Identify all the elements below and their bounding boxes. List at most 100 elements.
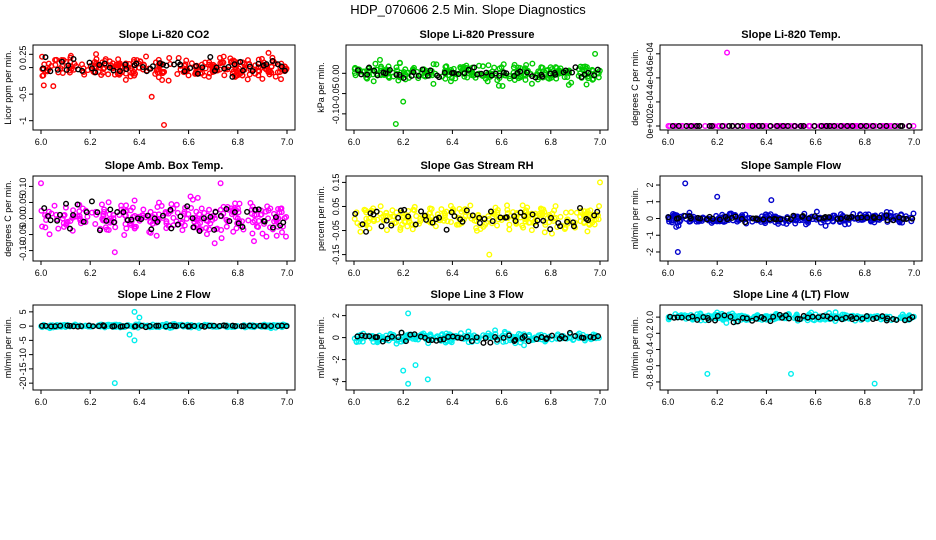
plot-1-sample-point xyxy=(510,64,517,71)
plot-8-reference-point xyxy=(721,312,728,319)
plot-0-sample-point xyxy=(221,72,228,79)
plot-5-reference-point xyxy=(709,215,716,222)
plot-0-ylabel: Licor ppm per min. xyxy=(3,50,13,125)
plot-2-sample-point xyxy=(840,122,847,129)
plot-0-title: Slope Li-820 CO2 xyxy=(119,29,209,41)
plot-1-outlier-point xyxy=(400,98,407,105)
plot-8-reference-point xyxy=(796,316,803,323)
plot-6-xtick-label: 6.4 xyxy=(133,397,146,407)
plot-4-sample-point xyxy=(557,213,564,220)
plot-4-frame xyxy=(345,175,609,262)
plot-4-sample-point xyxy=(413,213,420,220)
plot-8-reference-point xyxy=(678,314,685,321)
plot-6-reference-point xyxy=(210,322,217,329)
plot-0-reference-point xyxy=(229,73,236,80)
plot-5-reference-point xyxy=(811,213,818,220)
plot-1-reference-point xyxy=(594,66,601,73)
plot-0-sample-point xyxy=(93,56,100,63)
plot-8-reference-point xyxy=(767,318,774,325)
plot-3-reference-point xyxy=(196,227,203,234)
plot-2-reference-point xyxy=(823,122,830,129)
plot-3-sample-point xyxy=(60,223,67,230)
plot-3-sample-point xyxy=(42,224,49,231)
plot-1-xtick-label: 6.0 xyxy=(348,137,361,147)
plot-3-sample-point xyxy=(233,225,240,232)
plot-4-sample-point xyxy=(564,216,571,223)
plot-0-reference-point xyxy=(207,53,214,60)
plot-8-reference-point xyxy=(734,318,741,325)
plot-1-sample-point xyxy=(376,56,383,63)
plot-3-ytick-label: 0.05 xyxy=(18,194,28,212)
plot-3-xtick-label: 6.2 xyxy=(84,268,97,278)
plot-8-xtick-label: 6.6 xyxy=(809,397,822,407)
plot-2-reference-point xyxy=(844,122,851,129)
plot-4-sample-point xyxy=(540,206,547,213)
plot-1-sample-point xyxy=(583,81,590,88)
plot-4-reference-point xyxy=(423,216,430,223)
plot-3-sample-point xyxy=(223,223,230,230)
plot-4-sample-point xyxy=(513,220,520,227)
plot-7-reference-point xyxy=(480,339,487,346)
plot-7-xtick-label: 6.6 xyxy=(495,397,508,407)
plot-4-reference-point xyxy=(564,218,571,225)
plot-3-sample-point xyxy=(267,224,274,231)
plot-3-sample-point xyxy=(147,218,154,225)
plot-7-reference-point xyxy=(500,334,507,341)
plot-3-reference-point xyxy=(103,217,110,224)
plot-0-reference-point xyxy=(278,63,285,70)
plot-3-sample-point xyxy=(265,215,272,222)
plot-7-reference-point xyxy=(437,336,444,343)
plot-0-reference-point xyxy=(263,61,270,68)
plot-3-sample-point xyxy=(194,194,201,201)
plot-6-reference-point xyxy=(191,322,198,329)
plot-5-reference-point xyxy=(848,213,855,220)
plot-3-reference-point xyxy=(272,214,279,221)
plot-2-reference-point xyxy=(729,122,736,129)
plot-1-sample-point xyxy=(522,76,529,83)
plot-0-reference-point xyxy=(88,65,95,72)
plot-4-reference-point xyxy=(547,226,554,233)
plot-4-sample-point xyxy=(411,207,418,214)
plot-0-reference-point xyxy=(149,63,156,70)
plot-8-xtick-label: 6.0 xyxy=(662,397,675,407)
plot-3-reference-point xyxy=(88,198,95,205)
plot-4-outlier-point xyxy=(597,179,604,186)
plot-1-reference-point xyxy=(591,72,598,79)
plot-5-xtick-label: 6.2 xyxy=(711,268,724,278)
plot-2-reference-point xyxy=(883,122,890,129)
plot-8-reference-point xyxy=(863,313,870,320)
plot-4-sample-point xyxy=(458,208,465,215)
plot-5-xtick-label: 7.0 xyxy=(908,268,921,278)
plot-3-reference-point xyxy=(111,219,118,226)
plot-5-sample-point xyxy=(910,210,917,217)
plot-3-sample-point xyxy=(46,231,53,238)
plot-3-reference-point xyxy=(212,209,219,216)
plot-0-xtick-label: 7.0 xyxy=(281,137,294,147)
plot-7-reference-point xyxy=(580,334,587,341)
plot-3-outlier-point xyxy=(111,249,118,256)
plot-0-ytick-label: -0.5 xyxy=(18,86,28,102)
plot-8-outlier-point xyxy=(871,380,878,387)
plot-4-reference-point xyxy=(481,215,488,222)
plot-1-sample-point xyxy=(557,65,564,72)
plot-4-reference-point xyxy=(533,222,540,229)
plot-0-xtick-label: 6.6 xyxy=(182,137,195,147)
plot-8-ytick-label: -0.6 xyxy=(645,358,655,374)
plot-0-sample-point xyxy=(116,70,123,77)
plot-5-ytick-label: 1 xyxy=(645,199,655,204)
plot-1-sample-point xyxy=(352,72,359,79)
plot-5-reference-point xyxy=(834,215,841,222)
plot-2-reference-point xyxy=(726,122,733,129)
plot-4-reference-point xyxy=(352,210,359,217)
plot-1-ylabel: kPa per min. xyxy=(316,62,326,113)
plot-6-outlier-point xyxy=(111,380,118,387)
plot-1-sample-point xyxy=(496,65,503,72)
plot-8-reference-point xyxy=(727,313,734,320)
plot-4-reference-point xyxy=(540,217,547,224)
plot-3-ytick-label: -0.10 xyxy=(18,240,28,261)
plot-5-sample-point xyxy=(842,221,849,228)
plot-4-reference-point xyxy=(373,208,380,215)
plot-8-reference-point xyxy=(809,313,816,320)
plot-7-reference-point xyxy=(487,339,494,346)
plot-5-xtick-label: 6.4 xyxy=(760,268,773,278)
